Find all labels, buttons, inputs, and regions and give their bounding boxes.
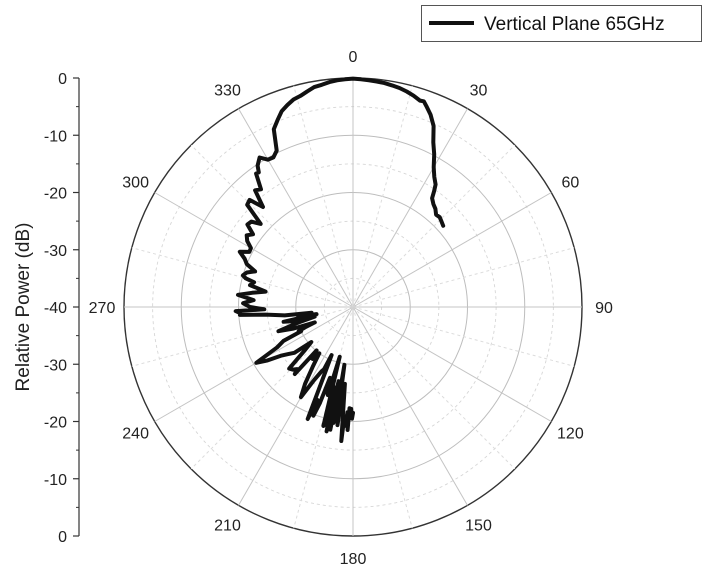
grid-spoke bbox=[293, 85, 354, 308]
angle-tick-label: 60 bbox=[561, 175, 579, 192]
grid-spoke bbox=[352, 306, 413, 529]
grid-spoke bbox=[352, 192, 552, 308]
series-layer bbox=[233, 76, 446, 443]
radial-tick-label: 0 bbox=[58, 71, 67, 88]
grid-spoke bbox=[352, 306, 575, 367]
angle-tick-label: 90 bbox=[595, 300, 613, 317]
angle-tick-label: 240 bbox=[122, 426, 149, 443]
grid-spoke bbox=[190, 144, 354, 308]
angle-tick-label: 330 bbox=[214, 83, 241, 100]
radial-axis: 0 -10 -20 -30 -40 -30 -20 -10 0 bbox=[44, 71, 80, 546]
grid-spoke bbox=[154, 306, 354, 422]
angle-tick-labels: 0 30 60 90 120 150 180 210 240 270 300 330 bbox=[89, 49, 613, 566]
grid-spoke bbox=[352, 85, 413, 308]
y-axis-label: Relative Power (dB) bbox=[13, 223, 34, 392]
radial-tick-label: -40 bbox=[44, 300, 67, 317]
grid-spoke bbox=[238, 306, 354, 506]
grid-spoke bbox=[352, 144, 516, 308]
legend-label: Vertical Plane 65GHz bbox=[484, 14, 665, 35]
grid-spoke bbox=[190, 306, 354, 470]
angle-tick-label: 270 bbox=[89, 300, 116, 317]
radial-tick-label: -30 bbox=[44, 243, 67, 260]
angle-tick-label: 120 bbox=[557, 426, 584, 443]
angle-tick-label: 0 bbox=[349, 49, 358, 66]
grid-spoke bbox=[352, 306, 552, 422]
angle-tick-label: 180 bbox=[340, 551, 367, 566]
angle-tick-label: 300 bbox=[122, 175, 149, 192]
grid-spoke bbox=[352, 108, 468, 308]
series-line bbox=[233, 76, 446, 443]
grid-spoke bbox=[154, 192, 354, 308]
radial-tick-label: -30 bbox=[44, 357, 67, 374]
legend: Vertical Plane 65GHz bbox=[421, 5, 702, 42]
angle-tick-label: 30 bbox=[470, 83, 488, 100]
grid-spoke bbox=[352, 306, 516, 470]
radial-tick-label: -10 bbox=[44, 128, 67, 145]
radial-tick-label: 0 bbox=[58, 529, 67, 546]
grid-spoke bbox=[352, 247, 575, 308]
angle-tick-label: 210 bbox=[214, 517, 241, 534]
angular-spokes bbox=[124, 78, 582, 536]
radial-tick-label: -20 bbox=[44, 186, 67, 203]
grid-spoke bbox=[352, 306, 468, 506]
angle-tick-label: 150 bbox=[465, 517, 492, 534]
grid-spoke bbox=[238, 108, 354, 308]
radial-tick-label: -10 bbox=[44, 472, 67, 489]
radial-tick-label: -20 bbox=[44, 415, 67, 432]
